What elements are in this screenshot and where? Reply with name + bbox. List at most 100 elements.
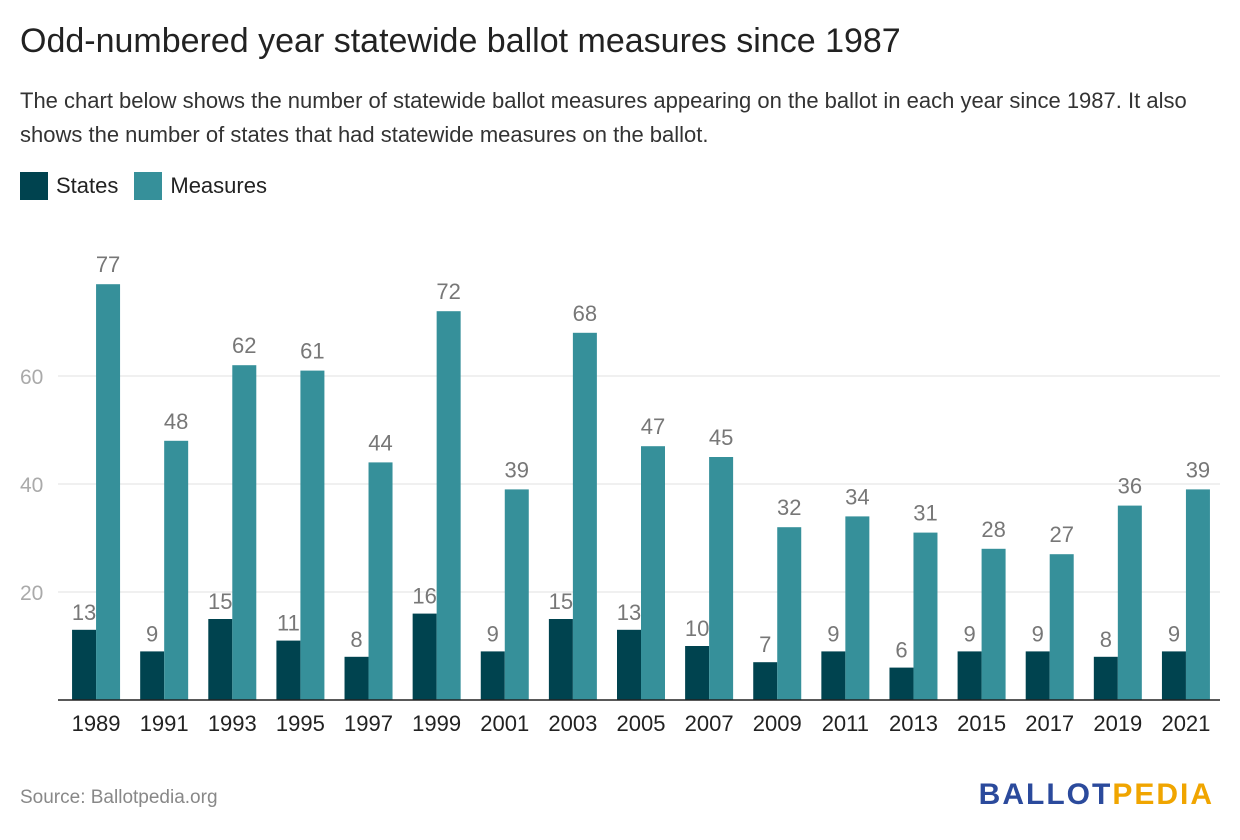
x-tick-label-2015: 2015 xyxy=(957,711,1006,736)
bar-measures-1999 xyxy=(436,311,461,700)
data-label-states-1989: 13 xyxy=(72,600,96,625)
x-tick-label-1995: 1995 xyxy=(276,711,325,736)
bar-measures-2003 xyxy=(572,332,597,700)
bar-measures-2015 xyxy=(981,548,1006,700)
bar-measures-1997 xyxy=(368,462,393,700)
x-tick-label-1991: 1991 xyxy=(140,711,189,736)
bar-states-2003 xyxy=(548,619,573,700)
data-label-measures-2003: 68 xyxy=(573,301,597,326)
source-note: Source: Ballotpedia.org xyxy=(20,787,218,808)
x-tick-label-2009: 2009 xyxy=(753,711,802,736)
bar-states-2021 xyxy=(1161,651,1186,700)
y-tick-label-20: 20 xyxy=(20,582,43,605)
data-label-measures-2017: 27 xyxy=(1049,522,1073,547)
y-tick-label-60: 60 xyxy=(20,366,43,389)
bar-states-2019 xyxy=(1093,656,1118,700)
bar-measures-1991 xyxy=(164,440,189,700)
chart-legend: States Measures xyxy=(20,172,283,200)
data-label-states-2007: 10 xyxy=(685,616,709,641)
legend-swatch-measures xyxy=(134,172,163,200)
bar-states-1999 xyxy=(412,613,437,700)
data-label-states-2009: 7 xyxy=(759,632,771,657)
legend-label-measures: Measures xyxy=(170,173,267,198)
x-tick-label-2007: 2007 xyxy=(685,711,734,736)
logo-pedia: PEDIA xyxy=(1112,778,1214,811)
legend-item-measures: Measures xyxy=(134,172,267,200)
x-tick-label-2005: 2005 xyxy=(617,711,666,736)
y-tick-label-40: 40 xyxy=(20,474,43,497)
bar-states-1989 xyxy=(72,629,97,700)
ballotpedia-logo[interactable]: BALLOTPEDIA xyxy=(979,778,1214,812)
data-label-states-1993: 15 xyxy=(208,589,232,614)
data-label-measures-2019: 36 xyxy=(1118,474,1142,499)
bar-states-2015 xyxy=(957,651,982,700)
bar-measures-2021 xyxy=(1185,489,1210,700)
data-label-states-2021: 9 xyxy=(1168,621,1180,646)
data-label-measures-2013: 31 xyxy=(913,501,937,526)
data-label-states-2011: 9 xyxy=(827,621,839,646)
x-tick-label-2019: 2019 xyxy=(1093,711,1142,736)
bar-states-1991 xyxy=(140,651,165,700)
x-tick-label-1989: 1989 xyxy=(72,711,121,736)
bar-measures-2019 xyxy=(1117,505,1142,700)
data-label-states-1999: 16 xyxy=(412,584,436,609)
bar-measures-2007 xyxy=(709,457,734,700)
data-label-measures-2001: 39 xyxy=(505,457,529,482)
chart-title: Odd-numbered year statewide ballot measu… xyxy=(20,22,901,60)
x-tick-label-2017: 2017 xyxy=(1025,711,1074,736)
data-label-states-1995: 11 xyxy=(277,611,300,636)
logo-ballot: BALLOT xyxy=(978,778,1113,811)
bars-layer xyxy=(72,284,1210,700)
bar-states-2007 xyxy=(685,646,710,700)
data-label-states-2003: 15 xyxy=(549,589,573,614)
data-label-states-2015: 9 xyxy=(963,621,975,646)
data-label-measures-1993: 62 xyxy=(232,333,256,358)
data-label-states-2019: 8 xyxy=(1100,627,1112,652)
x-tick-label-2013: 2013 xyxy=(889,711,938,736)
legend-swatch-states xyxy=(20,172,48,200)
data-label-measures-2005: 47 xyxy=(641,414,665,439)
bar-measures-1989 xyxy=(96,284,121,700)
data-label-measures-2021: 39 xyxy=(1186,457,1210,482)
axis-layer: 20 40 60 1989 1991 1993 1995 1997 1999 2001 2003 20… xyxy=(20,366,1220,736)
bar-measures-2017 xyxy=(1049,554,1074,700)
data-label-measures-1995: 61 xyxy=(300,339,324,364)
x-tick-label-1999: 1999 xyxy=(412,711,461,736)
data-label-states-2017: 9 xyxy=(1032,621,1044,646)
bar-measures-2001 xyxy=(504,489,529,700)
bar-states-1997 xyxy=(344,656,369,700)
data-label-measures-1997: 44 xyxy=(368,430,392,455)
data-label-measures-1999: 72 xyxy=(436,279,460,304)
data-label-states-2013: 6 xyxy=(895,638,907,663)
bar-states-2013 xyxy=(889,667,914,700)
x-tick-label-2003: 2003 xyxy=(548,711,597,736)
bar-states-1995 xyxy=(276,640,301,700)
bar-states-1993 xyxy=(208,619,233,700)
data-label-measures-1991: 48 xyxy=(164,409,188,434)
legend-label-states: States xyxy=(56,173,119,198)
chart-subtitle: The chart below shows the number of stat… xyxy=(20,88,1187,147)
bar-states-2017 xyxy=(1025,651,1050,700)
bar-measures-1993 xyxy=(232,365,257,700)
data-label-states-2005: 13 xyxy=(617,600,641,625)
bar-chart: 1377948156211618441672939156813471045732… xyxy=(20,252,1220,736)
bar-states-2005 xyxy=(617,629,641,700)
data-label-measures-1989: 77 xyxy=(96,252,120,277)
data-label-measures-2009: 32 xyxy=(777,495,801,520)
bar-states-2011 xyxy=(821,651,846,700)
legend-item-states: States xyxy=(20,172,118,200)
data-label-states-2001: 9 xyxy=(487,621,499,646)
x-tick-label-2021: 2021 xyxy=(1161,711,1210,736)
bar-measures-2009 xyxy=(777,527,802,700)
bar-states-2009 xyxy=(753,662,778,700)
data-label-states-1991: 9 xyxy=(146,621,158,646)
labels-layer: 1377948156211618441672939156813471045732… xyxy=(72,252,1210,662)
bar-measures-2005 xyxy=(641,446,665,700)
data-label-measures-2011: 34 xyxy=(845,484,869,509)
x-tick-label-2011: 2011 xyxy=(822,711,869,736)
x-tick-label-1993: 1993 xyxy=(208,711,257,736)
data-label-measures-2007: 45 xyxy=(709,425,733,450)
bar-measures-1995 xyxy=(300,370,325,700)
x-tick-label-1997: 1997 xyxy=(344,711,393,736)
data-label-states-1997: 8 xyxy=(350,627,362,652)
